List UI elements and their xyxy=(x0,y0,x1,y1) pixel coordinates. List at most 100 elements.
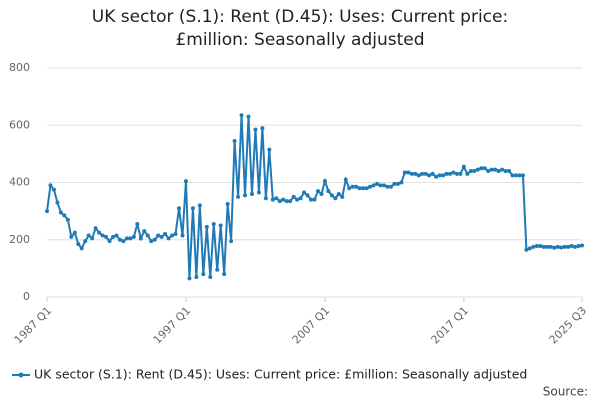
data-point xyxy=(486,169,491,174)
data-point xyxy=(79,246,84,251)
data-point xyxy=(111,234,116,239)
data-point xyxy=(354,184,359,189)
data-point xyxy=(201,272,206,277)
data-point xyxy=(381,183,386,188)
data-point xyxy=(375,181,380,186)
data-point xyxy=(305,193,310,198)
data-point xyxy=(475,167,480,172)
data-point xyxy=(378,183,383,188)
data-point xyxy=(576,244,581,249)
data-point xyxy=(124,236,129,241)
data-point xyxy=(347,186,352,191)
x-tick-label: 2017 Q1 xyxy=(429,304,472,347)
data-point xyxy=(413,171,418,176)
data-point xyxy=(117,237,122,242)
data-point xyxy=(270,197,275,202)
data-point xyxy=(482,166,487,171)
x-tick-label: 2025 Q3 xyxy=(547,304,590,347)
data-point xyxy=(552,245,557,250)
data-point xyxy=(45,209,49,214)
data-point xyxy=(336,191,341,196)
data-point xyxy=(468,169,473,174)
data-point xyxy=(218,223,223,228)
data-point xyxy=(441,173,446,178)
legend-marker xyxy=(18,372,24,378)
data-point xyxy=(465,171,470,176)
data-point xyxy=(569,244,574,249)
data-point xyxy=(128,236,133,241)
data-point xyxy=(256,190,261,195)
data-point xyxy=(548,244,553,249)
data-point xyxy=(444,171,449,176)
data-point xyxy=(388,184,393,189)
data-point xyxy=(312,197,317,202)
data-point xyxy=(86,233,91,238)
data-point xyxy=(385,184,390,189)
data-point xyxy=(326,189,331,194)
data-point xyxy=(145,233,150,238)
data-point xyxy=(225,201,230,206)
data-point xyxy=(177,206,182,211)
source: Source: xyxy=(543,385,588,399)
data-point xyxy=(302,190,307,195)
data-point xyxy=(295,197,300,202)
data-point xyxy=(319,191,324,196)
data-point xyxy=(163,232,168,237)
data-point xyxy=(573,244,578,249)
data-point xyxy=(510,173,515,178)
data-point xyxy=(329,193,334,198)
data-point xyxy=(190,206,195,211)
data-point xyxy=(406,170,411,175)
data-point xyxy=(208,274,213,279)
data-point xyxy=(343,177,348,182)
data-point xyxy=(76,242,81,247)
y-tick-label: 400 xyxy=(9,176,30,189)
data-point xyxy=(524,247,529,252)
data-point xyxy=(211,222,216,227)
data-point xyxy=(562,244,567,249)
data-point xyxy=(194,274,199,279)
data-point xyxy=(423,171,428,176)
y-tick-label: 200 xyxy=(9,233,30,246)
data-point xyxy=(527,246,532,251)
data-point xyxy=(538,244,543,249)
data-point xyxy=(100,233,105,238)
data-point xyxy=(156,233,161,238)
data-point xyxy=(243,193,248,198)
data-point xyxy=(566,244,571,249)
x-tick-label: 1987 Q1 xyxy=(12,304,55,347)
data-point xyxy=(246,114,251,119)
data-point xyxy=(399,180,404,185)
data-point xyxy=(93,226,98,231)
data-point xyxy=(170,233,175,238)
data-point xyxy=(288,199,293,204)
data-point xyxy=(97,230,102,235)
data-point xyxy=(371,183,376,188)
data-point xyxy=(149,239,154,244)
data-point xyxy=(541,244,546,249)
data-point xyxy=(48,183,53,188)
data-point xyxy=(333,196,338,201)
data-point xyxy=(315,189,320,194)
data-point xyxy=(121,239,126,244)
data-point xyxy=(197,203,202,208)
data-point xyxy=(496,169,501,174)
data-point xyxy=(517,173,522,178)
data-point xyxy=(447,171,452,176)
data-point xyxy=(416,173,421,178)
data-point xyxy=(159,234,164,239)
data-point xyxy=(500,167,505,172)
data-point xyxy=(493,167,498,172)
data-point xyxy=(65,217,70,222)
data-point xyxy=(451,170,456,175)
data-point xyxy=(253,127,258,132)
data-point xyxy=(281,197,286,202)
data-point xyxy=(322,179,327,184)
y-tick-label: 600 xyxy=(9,118,30,131)
data-point xyxy=(298,196,303,201)
data-point xyxy=(513,173,518,178)
data-point xyxy=(555,244,560,249)
data-point xyxy=(489,167,494,172)
data-point xyxy=(173,232,178,237)
